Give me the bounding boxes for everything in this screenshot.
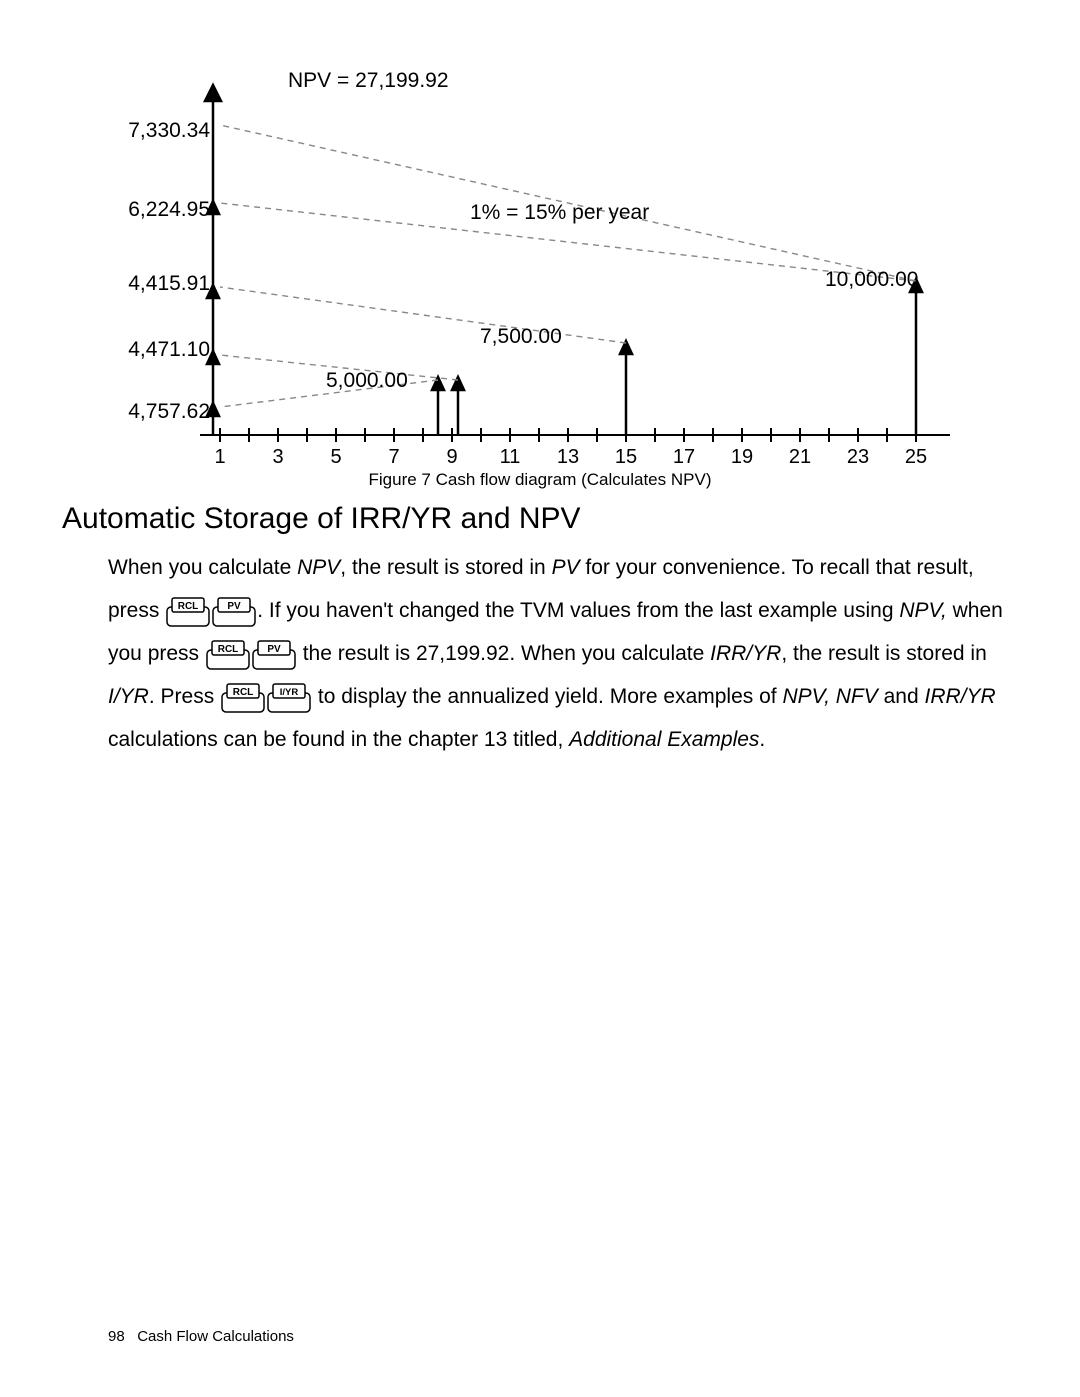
- cash-flow-diagram: 1 3 5 7 9 11 13 15 17 19 21 23 25 NPV = …: [180, 65, 970, 495]
- em-irr: IRR/YR: [924, 685, 995, 708]
- right-value: 10,000.00: [825, 268, 918, 292]
- text: calculations can be found in the chapter…: [108, 728, 569, 751]
- left-value: 6,224.95: [128, 198, 210, 222]
- page-footer: 98 Cash Flow Calculations: [108, 1328, 294, 1345]
- x-tick: 17: [673, 446, 695, 468]
- left-value: 4,757.62: [128, 400, 210, 424]
- x-tick: 19: [731, 446, 753, 468]
- npv-label: NPV = 27,199.92: [288, 69, 449, 93]
- key-rcl: RCL: [221, 683, 265, 713]
- page: 1 3 5 7 9 11 13 15 17 19 21 23 25 NPV = …: [0, 0, 1080, 1397]
- x-tick: 3: [272, 446, 283, 468]
- em-pv: PV: [552, 556, 580, 579]
- text: . Press: [149, 685, 220, 708]
- chapter-title: Cash Flow Calculations: [137, 1328, 294, 1345]
- svg-text:RCL: RCL: [178, 601, 199, 612]
- em-npv: NPV: [297, 556, 340, 579]
- key-pv: PV: [212, 597, 256, 627]
- key-rcl: RCL: [166, 597, 210, 627]
- key-iyr: I/YR: [267, 683, 311, 713]
- key-pv: PV: [252, 640, 296, 670]
- rate-label: 1% = 15% per year: [470, 201, 649, 225]
- figure-caption: Figure 7 Cash flow diagram (Calculates N…: [300, 470, 780, 490]
- right-value: 5,000.00: [326, 369, 408, 393]
- left-value: 4,471.10: [128, 338, 210, 362]
- x-tick: 13: [557, 446, 579, 468]
- em-npv: NPV,: [899, 599, 946, 622]
- body-paragraph: When you calculate NPV, the result is st…: [108, 546, 1018, 761]
- svg-text:PV: PV: [267, 644, 281, 655]
- left-value: 4,415.91: [128, 272, 210, 296]
- em-additional: Additional Examples: [569, 728, 759, 751]
- page-number: 98: [108, 1328, 125, 1345]
- em-irr: IRR/YR: [710, 642, 781, 665]
- x-tick: 9: [446, 446, 457, 468]
- x-tick: 1: [214, 446, 225, 468]
- right-value: 7,500.00: [480, 325, 562, 349]
- x-tick: 7: [388, 446, 399, 468]
- text: When you calculate: [108, 556, 297, 579]
- x-tick: 21: [789, 446, 811, 468]
- section-heading: Automatic Storage of IRR/YR and NPV: [62, 502, 581, 536]
- x-tick: 15: [615, 446, 637, 468]
- text: , the result is stored in: [781, 642, 986, 665]
- x-tick: 11: [500, 446, 521, 468]
- svg-text:RCL: RCL: [233, 687, 254, 698]
- text: to display the annualized yield. More ex…: [312, 685, 782, 708]
- text: the result is 27,199.92. When you calcul…: [297, 642, 710, 665]
- svg-text:PV: PV: [228, 601, 242, 612]
- svg-text:I/YR: I/YR: [280, 687, 299, 698]
- key-rcl: RCL: [206, 640, 250, 670]
- x-tick: 23: [847, 446, 869, 468]
- em-npv-nfv: NPV, NFV: [782, 685, 877, 708]
- em-iyr: I/YR: [108, 685, 149, 708]
- x-tick: 25: [905, 446, 927, 468]
- text: and: [878, 685, 925, 708]
- x-tick: 5: [330, 446, 341, 468]
- text: . If you haven't changed the TVM values …: [257, 599, 899, 622]
- svg-text:RCL: RCL: [218, 644, 239, 655]
- text: .: [759, 728, 765, 751]
- text: , the result is stored in: [340, 556, 551, 579]
- left-value: 7,330.34: [128, 119, 210, 143]
